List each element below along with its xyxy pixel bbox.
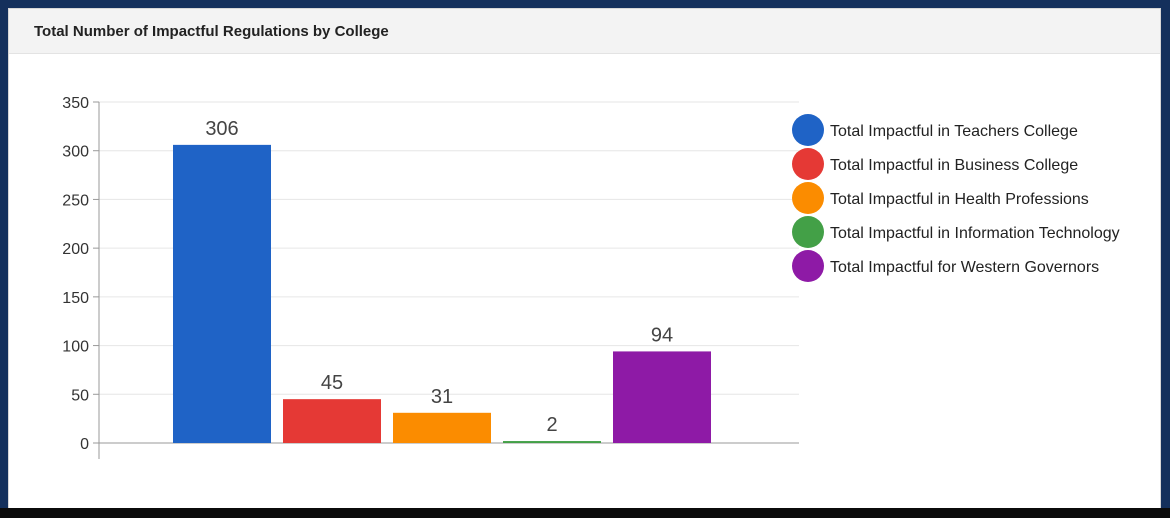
bar-3 <box>393 412 491 443</box>
bar-5 <box>613 351 711 443</box>
data-label-1: 306 <box>205 118 238 140</box>
bar-1 <box>173 144 271 443</box>
y-tick-label: 350 <box>62 95 89 112</box>
legend-marker-4 <box>792 216 824 248</box>
legend: Total Impactful in Teachers College Total… <box>792 114 1120 282</box>
bars <box>173 144 711 443</box>
data-labels: 306 45 31 2 94 <box>205 118 673 436</box>
chart-panel: Total Number of Impactful Regulations by… <box>8 8 1161 512</box>
legend-label-1: Total Impactful in Teachers College <box>830 123 1078 140</box>
data-label-4: 2 <box>546 414 557 436</box>
legend-marker-1 <box>792 114 824 146</box>
data-label-2: 45 <box>321 372 343 394</box>
data-label-3: 31 <box>431 386 453 408</box>
panel-title: Total Number of Impactful Regulations by… <box>34 23 389 40</box>
legend-marker-5 <box>792 250 824 282</box>
y-tick-labels: 0 50 100 150 200 250 300 350 <box>62 95 89 453</box>
bottom-bar <box>0 508 1170 518</box>
y-tick-label: 150 <box>62 290 89 307</box>
data-label-5: 94 <box>651 324 673 346</box>
y-tick-label: 0 <box>80 436 89 453</box>
y-tick-label: 50 <box>71 387 89 404</box>
y-tick-label: 200 <box>62 241 89 258</box>
bar-2 <box>283 399 381 443</box>
legend-label-5: Total Impactful for Western Governors <box>830 259 1099 276</box>
y-tick-label: 300 <box>62 144 89 161</box>
legend-label-4: Total Impactful in Information Technolog… <box>830 225 1120 242</box>
y-tick-label: 250 <box>62 192 89 209</box>
panel-header: Total Number of Impactful Regulations by… <box>9 9 1160 54</box>
legend-label-2: Total Impactful in Business College <box>830 157 1078 174</box>
bar-chart: 0 50 100 150 200 250 300 350 306 45 31 2 94 Total I… <box>62 95 1120 459</box>
legend-marker-2 <box>792 148 824 180</box>
y-tick-label: 100 <box>62 339 89 356</box>
legend-label-3: Total Impactful in Health Professions <box>830 191 1089 208</box>
bar-4 <box>503 441 601 443</box>
legend-marker-3 <box>792 182 824 214</box>
